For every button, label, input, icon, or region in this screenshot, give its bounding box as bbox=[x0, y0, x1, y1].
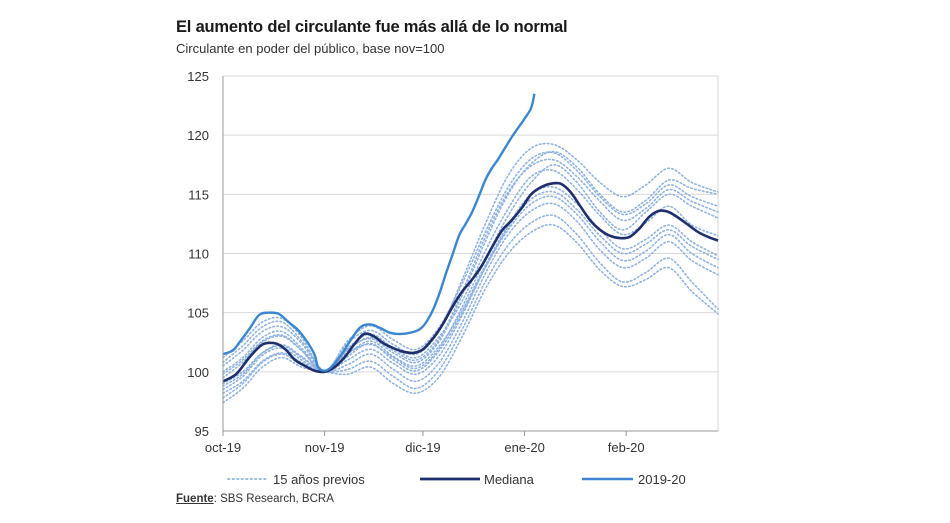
previos-line-10 bbox=[222, 223, 719, 404]
y-tick-label-115: 115 bbox=[188, 187, 209, 202]
y-tick-label-95: 95 bbox=[195, 424, 209, 439]
x-tick-label-ene-20: ene-20 bbox=[504, 440, 544, 455]
legend-label-previos: 15 años previos bbox=[273, 472, 365, 487]
previos-line-3 bbox=[222, 142, 719, 379]
legend-label-mediana: Mediana bbox=[484, 472, 535, 487]
previos-line-2 bbox=[222, 150, 719, 391]
previos-line-6 bbox=[222, 202, 719, 385]
y-tick-label-105: 105 bbox=[187, 306, 209, 321]
legend: 15 años previos Mediana 2019-20 bbox=[227, 472, 686, 487]
y-tick-label-125: 125 bbox=[187, 69, 209, 84]
y-tick-label-110: 110 bbox=[188, 247, 209, 262]
previos-line-12 bbox=[222, 190, 719, 373]
previos-line-4 bbox=[222, 169, 719, 373]
x-tick-label-nov-19: nov-19 bbox=[305, 440, 345, 455]
previos-line-11 bbox=[222, 151, 719, 375]
source-text: : SBS Research, BCRA bbox=[213, 493, 334, 505]
x-tick-label-dic-19: dic-19 bbox=[405, 440, 440, 455]
legend-label-actual: 2019-20 bbox=[638, 472, 686, 487]
actual-2019-20-line bbox=[222, 93, 536, 372]
gridlines bbox=[223, 75, 719, 432]
mediana-line bbox=[222, 181, 719, 383]
x-tick-label-feb-20: feb-20 bbox=[608, 440, 645, 455]
series-mediana bbox=[222, 181, 719, 383]
series-2019-20 bbox=[222, 93, 536, 372]
chart-subtitle: Circulante en poder del público, base no… bbox=[176, 41, 445, 56]
series-15-anos-previos bbox=[222, 142, 719, 404]
y-tick-label-120: 120 bbox=[187, 128, 209, 143]
previos-line-5 bbox=[222, 185, 719, 373]
axes: 95 100 105 110 115 120 125 oct-19 nov-19 dic-19 en… bbox=[187, 69, 718, 455]
chart-title: El aumento del circulante fue más allá d… bbox=[176, 18, 568, 36]
source-note: Fuente: SBS Research, BCRA bbox=[176, 493, 334, 505]
previos-line-7 bbox=[222, 214, 719, 394]
y-tick-label-100: 100 bbox=[187, 365, 209, 380]
previos-line-9 bbox=[222, 195, 719, 387]
previos-line-1 bbox=[222, 163, 719, 399]
source-label: Fuente bbox=[176, 493, 214, 505]
x-tick-label-oct-19: oct-19 bbox=[205, 440, 241, 455]
